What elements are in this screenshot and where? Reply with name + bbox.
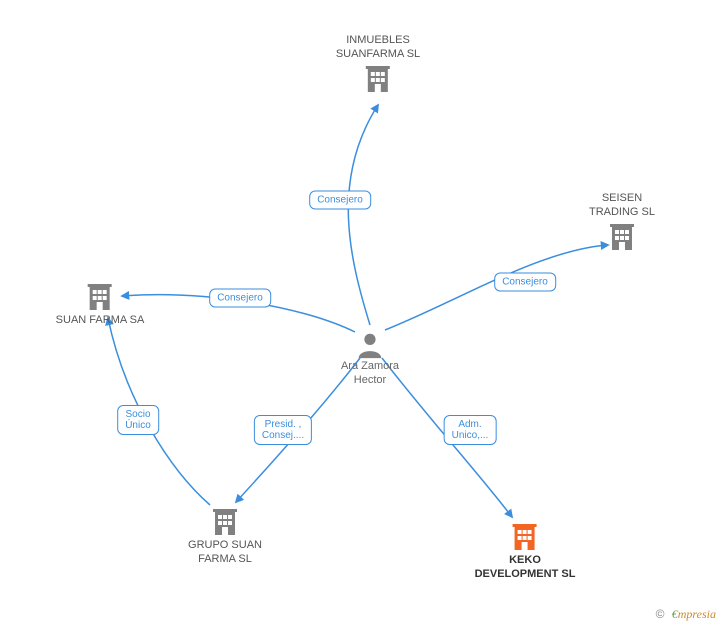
building-icon xyxy=(589,220,655,252)
building-icon xyxy=(475,520,576,552)
edge-label-grupo-suanfarma: SocioÚnico xyxy=(117,405,159,435)
company-label: SEISENTRADING SL xyxy=(589,192,655,220)
copyright-symbol: © xyxy=(656,607,665,621)
company-label: KEKODEVELOPMENT SL xyxy=(475,554,576,582)
company-node-grupo[interactable]: GRUPO SUANFARMA SL xyxy=(188,505,262,567)
company-label: GRUPO SUANFARMA SL xyxy=(188,539,262,567)
watermark: © €mpresia xyxy=(656,607,716,622)
center-person-node[interactable]: Ara ZamoraHector xyxy=(341,330,399,388)
company-node-seisen[interactable]: SEISENTRADING SL xyxy=(589,190,655,252)
building-icon xyxy=(56,280,145,312)
edge-label-ara-inmuebles: Consejero xyxy=(309,191,371,210)
edge-label-ara-seisen: Consejero xyxy=(494,273,556,292)
edge-label-ara-suanfarma: Consejero xyxy=(209,289,271,308)
building-icon xyxy=(188,505,262,537)
center-node-label: Ara ZamoraHector xyxy=(341,360,399,388)
company-node-suanfarma[interactable]: SUAN FARMA SA xyxy=(56,280,145,328)
company-node-keko[interactable]: KEKODEVELOPMENT SL xyxy=(475,520,576,582)
brand-logo: €mpresia xyxy=(672,607,716,621)
network-diagram: Ara ZamoraHector INMUEBLESSUANFARMA SL SE… xyxy=(0,0,728,630)
company-label: INMUEBLESSUANFARMA SL xyxy=(336,34,420,62)
company-label: SUAN FARMA SA xyxy=(56,314,145,328)
edge-ara-inmuebles xyxy=(348,105,378,325)
person-icon xyxy=(341,330,399,360)
edge-label-ara-grupo: Presid. ,Consej.... xyxy=(254,415,312,445)
building-icon xyxy=(336,62,420,94)
edge-label-ara-keko: Adm.Unico,... xyxy=(444,415,497,445)
company-node-inmuebles[interactable]: INMUEBLESSUANFARMA SL xyxy=(336,32,420,94)
